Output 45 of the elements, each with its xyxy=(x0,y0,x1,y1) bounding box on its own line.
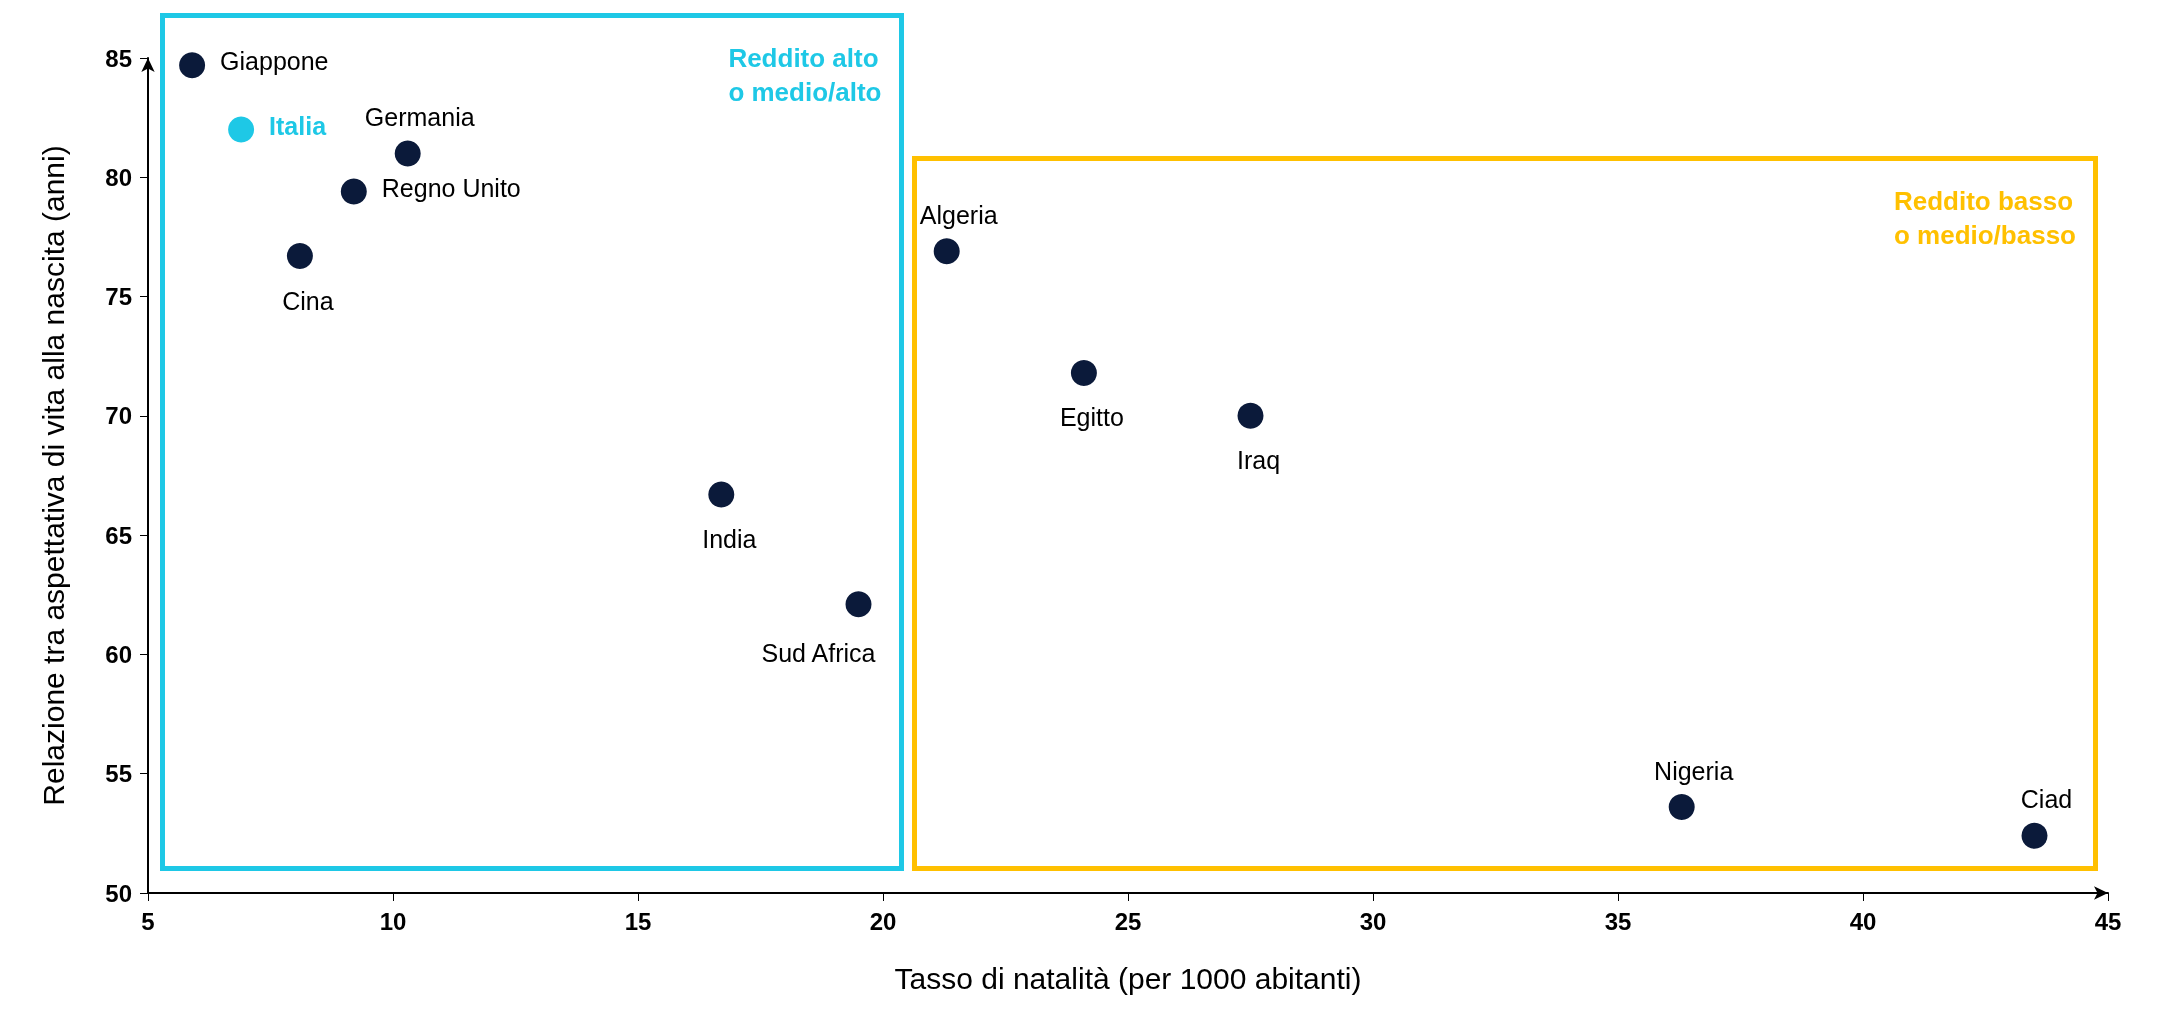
y-tick-label: 55 xyxy=(105,760,132,788)
point xyxy=(1237,402,1264,429)
point xyxy=(228,116,255,143)
annotation: Reddito alto o medio/alto xyxy=(728,42,882,109)
x-tick-label: 20 xyxy=(869,907,897,935)
y-tick-label: 60 xyxy=(105,640,132,668)
point xyxy=(708,481,735,508)
data-label: Italia xyxy=(269,111,328,140)
x-tick-label: 45 xyxy=(2094,907,2122,935)
y-axis-title: Relazione tra aspettativa di vita alla nascita (anni) xyxy=(36,145,70,806)
y-tick-label: 80 xyxy=(105,163,132,191)
data-label: Ciad xyxy=(2020,785,2073,814)
x-tick-label: 40 xyxy=(1849,907,1877,935)
x-tick-label: 5 xyxy=(141,907,155,935)
data-label: Iraq xyxy=(1236,446,1281,475)
y-tick-label: 50 xyxy=(105,879,132,907)
y-tick-label: 70 xyxy=(105,402,132,430)
data-label: Nigeria xyxy=(1654,756,1734,785)
point xyxy=(179,52,206,79)
x-tick-label: 30 xyxy=(1359,907,1387,935)
x-axis-title: Tasso di natalità (per 1000 abitanti) xyxy=(894,961,1362,995)
data-label: Algeria xyxy=(919,200,998,229)
x-tick-label: 10 xyxy=(379,907,407,935)
data-label: Cina xyxy=(282,286,334,315)
y-tick-label: 65 xyxy=(105,521,132,549)
annotation: Reddito basso o medio/basso xyxy=(1893,185,2076,253)
data-label: Giappone xyxy=(220,47,329,76)
data-label: Sud Africa xyxy=(761,638,876,667)
point xyxy=(1070,359,1097,386)
point xyxy=(845,591,872,618)
y-tick-label: 85 xyxy=(105,44,132,72)
x-tick-label: 35 xyxy=(1604,907,1632,935)
point xyxy=(933,238,960,265)
data-label: Germania xyxy=(364,102,475,131)
data-label: Egitto xyxy=(1059,403,1124,432)
point xyxy=(286,243,313,270)
point xyxy=(2021,822,2048,849)
data-label: India xyxy=(702,525,757,554)
x-tick-label: 25 xyxy=(1114,907,1142,935)
point xyxy=(1668,794,1695,821)
x-tick-label: 15 xyxy=(624,907,652,935)
data-label: Regno Unito xyxy=(381,173,521,202)
y-tick-label: 75 xyxy=(105,283,132,311)
point xyxy=(340,178,367,205)
point xyxy=(394,140,421,167)
